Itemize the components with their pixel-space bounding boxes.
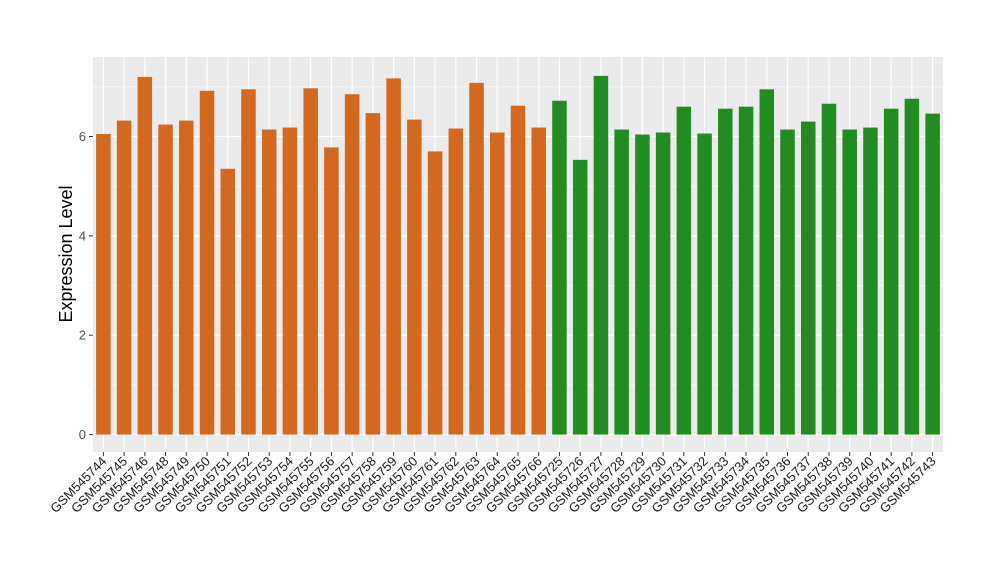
bar (448, 128, 464, 435)
bar (261, 129, 277, 435)
bar (842, 129, 857, 435)
y-tick-label: 6 (79, 129, 86, 144)
bar (883, 108, 899, 435)
bar (220, 168, 236, 435)
bar (407, 119, 422, 435)
bar (738, 106, 754, 435)
bar (137, 76, 153, 435)
bar (282, 127, 298, 435)
bar (759, 89, 775, 435)
bar (800, 121, 816, 435)
bar (116, 120, 132, 435)
bar (158, 124, 173, 435)
bar (925, 113, 940, 435)
bar (469, 82, 484, 435)
bar (572, 159, 588, 435)
bar (904, 98, 920, 435)
bar (324, 147, 339, 435)
bar (199, 90, 215, 435)
bar (821, 103, 837, 435)
y-tick-label: 2 (79, 328, 86, 343)
bar (780, 129, 795, 435)
bar (427, 151, 443, 435)
bar (718, 108, 733, 435)
bar (241, 89, 256, 435)
bar (593, 75, 609, 435)
bar (655, 132, 671, 435)
bar (179, 120, 194, 435)
bar (96, 134, 111, 435)
bar (614, 129, 629, 435)
x-axis: GSM545744GSM545745GSM545746GSM545748GSM5… (47, 452, 939, 516)
bar (676, 106, 692, 435)
bar (365, 113, 381, 435)
bar (386, 78, 401, 435)
bar (863, 127, 878, 435)
y-tick-label: 4 (79, 228, 86, 243)
bar (552, 100, 567, 435)
bars (96, 75, 940, 435)
y-axis: 0 2 4 6 (79, 129, 93, 442)
bar (635, 134, 650, 435)
y-axis-title: Expression Level (56, 185, 76, 322)
y-tick-label: 0 (79, 427, 86, 442)
bar (344, 94, 360, 435)
bar (303, 88, 318, 435)
bar (531, 127, 546, 435)
bar (490, 132, 505, 435)
bar (510, 105, 526, 435)
bar (697, 133, 712, 435)
